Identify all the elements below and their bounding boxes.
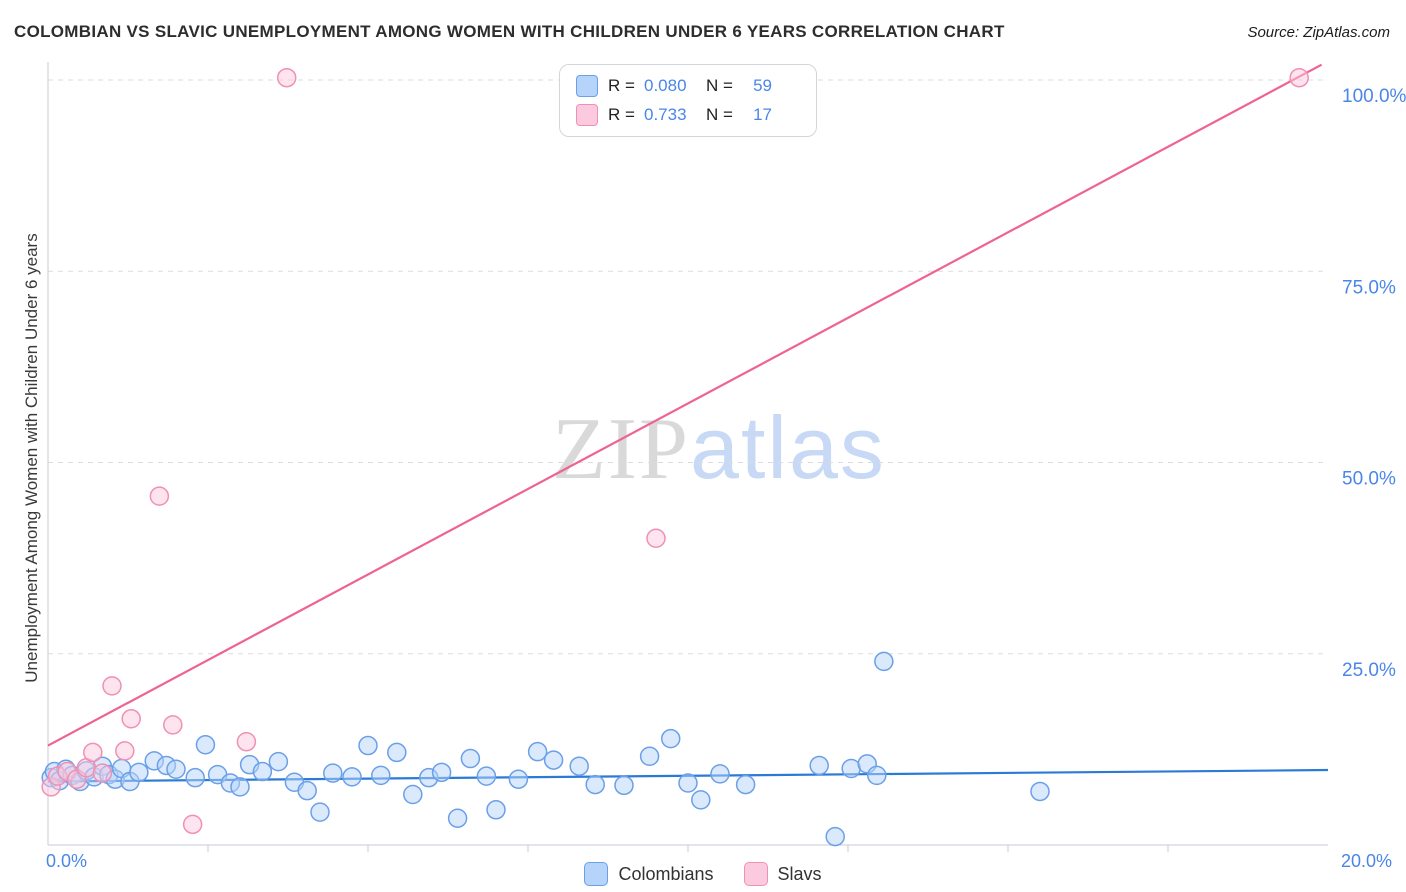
colombians-point[interactable]	[323, 763, 343, 783]
n-label: N =	[706, 105, 733, 124]
r-label: R =	[608, 105, 635, 124]
colombians-point[interactable]	[809, 755, 829, 776]
legend-row-colombians: R = 0.080 N = 59	[576, 75, 800, 97]
y-tick-label: 25.0%	[1342, 660, 1396, 681]
colombians-point[interactable]	[460, 748, 481, 769]
colombians-point[interactable]	[569, 756, 589, 776]
colombians-point[interactable]	[874, 651, 894, 672]
colombians-point[interactable]	[639, 746, 660, 767]
source-label: Source: ZipAtlas.com	[1247, 24, 1390, 41]
colombians-point[interactable]	[691, 790, 711, 810]
colombians-point[interactable]	[387, 742, 407, 763]
colombians-point[interactable]	[230, 777, 250, 797]
slavs-point[interactable]	[83, 742, 103, 763]
n-value-colombians: 59	[753, 76, 772, 95]
slavs-point[interactable]	[102, 676, 122, 696]
r-value-slavs: 0.733	[644, 105, 687, 124]
colombians-legend-label: Colombians	[618, 863, 714, 884]
slavs-point[interactable]	[149, 486, 170, 506]
colombians-legend-swatch	[584, 862, 609, 886]
n-label: N =	[706, 76, 733, 95]
colombians-point[interactable]	[129, 762, 149, 783]
slavs-swatch	[576, 104, 598, 126]
colombians-point[interactable]	[403, 784, 423, 805]
colombians-point[interactable]	[195, 735, 216, 755]
colombians-point[interactable]	[1030, 781, 1050, 802]
colombians-swatch	[576, 75, 598, 97]
colombians-point[interactable]	[297, 780, 317, 801]
colombians-point[interactable]	[678, 773, 698, 793]
slavs-point[interactable]	[92, 763, 113, 783]
slavs-point[interactable]	[276, 67, 297, 88]
slavs-point[interactable]	[121, 709, 141, 729]
n-value-slavs: 17	[753, 105, 772, 124]
colombians-point[interactable]	[342, 767, 362, 787]
colombians-point[interactable]	[252, 761, 273, 782]
colombians-point[interactable]	[585, 774, 605, 795]
slavs-legend-label: Slavs	[777, 863, 822, 884]
chart-title: COLOMBIAN VS SLAVIC UNEMPLOYMENT AMONG W…	[14, 22, 1005, 41]
slavs-trend-line	[47, 63, 1323, 747]
legend-item-slavs[interactable]: Slavs	[743, 862, 822, 886]
slavs-point[interactable]	[115, 741, 135, 761]
series-legend: Colombians Slavs	[0, 862, 1406, 886]
colombians-point[interactable]	[447, 808, 468, 828]
slavs-point[interactable]	[163, 715, 183, 735]
r-value-colombians: 0.080	[644, 76, 687, 95]
colombians-point[interactable]	[735, 774, 756, 795]
x-axis-max-label: 20.0%	[1340, 851, 1392, 871]
slavs-point[interactable]	[1289, 67, 1309, 88]
colombians-point[interactable]	[543, 750, 564, 770]
x-axis-min-label: 0.0%	[46, 851, 88, 871]
colombians-point[interactable]	[185, 767, 205, 788]
slavs-point[interactable]	[236, 731, 257, 752]
colombians-point[interactable]	[710, 764, 730, 784]
slavs-legend-swatch	[743, 862, 768, 886]
colombians-point[interactable]	[614, 775, 634, 796]
colombians-point[interactable]	[476, 766, 497, 786]
colombians-point[interactable]	[431, 762, 452, 783]
colombians-point[interactable]	[660, 728, 681, 749]
y-tick-label: 75.0%	[1342, 277, 1396, 298]
colombians-point[interactable]	[825, 826, 845, 847]
colombians-point[interactable]	[371, 765, 391, 786]
colombians-point[interactable]	[508, 769, 529, 789]
colombians-point[interactable]	[268, 751, 289, 772]
colombians-point[interactable]	[486, 800, 506, 820]
y-tick-label: 50.0%	[1342, 469, 1396, 490]
colombians-point[interactable]	[527, 741, 548, 762]
colombians-point[interactable]	[166, 759, 186, 780]
r-label: R =	[608, 76, 635, 95]
slavs-point[interactable]	[646, 528, 666, 548]
legend-row-slavs: R = 0.733 N = 17	[576, 104, 800, 126]
colombians-point[interactable]	[867, 765, 887, 786]
correlation-legend: R = 0.080 N = 59 R = 0.733 N = 17	[559, 64, 817, 137]
colombians-point[interactable]	[358, 735, 378, 756]
colombians-point[interactable]	[841, 758, 861, 779]
y-tick-label: 100.0%	[1342, 86, 1406, 107]
legend-item-colombians[interactable]: Colombians	[584, 862, 714, 886]
colombians-point[interactable]	[310, 802, 330, 822]
slavs-point[interactable]	[182, 814, 203, 835]
